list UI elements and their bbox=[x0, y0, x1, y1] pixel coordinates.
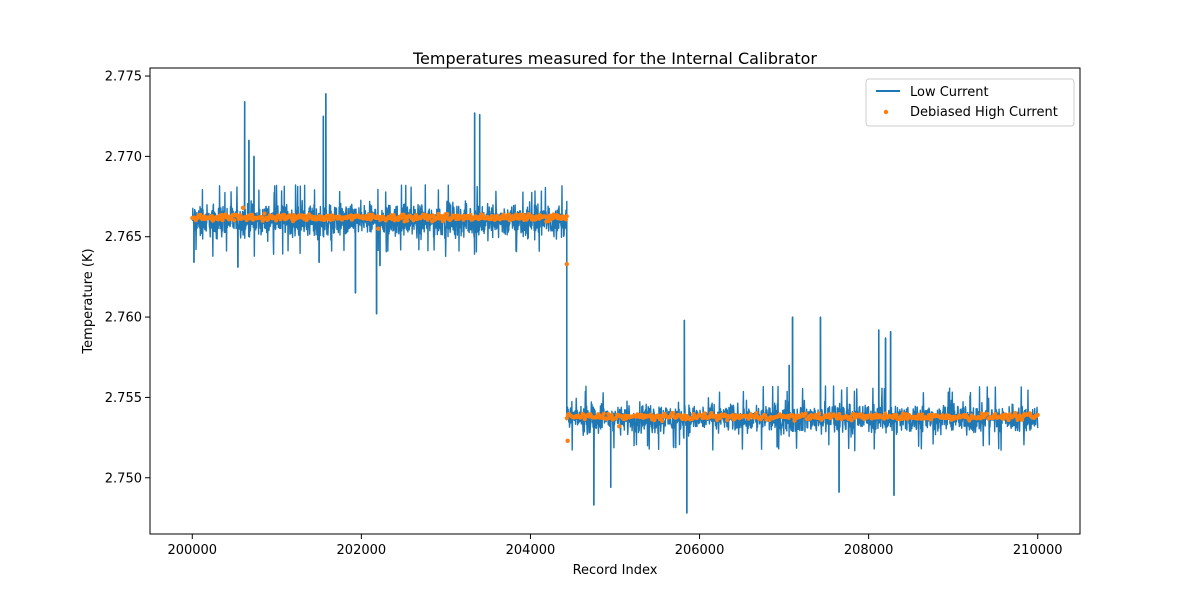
high-current-point bbox=[232, 218, 237, 223]
x-tick-label: 204000 bbox=[506, 543, 556, 558]
x-tick-label: 200000 bbox=[167, 543, 217, 558]
high-current-point bbox=[1019, 417, 1025, 422]
high-current-point bbox=[660, 418, 665, 424]
y-axis-label: Temperature (K) bbox=[81, 248, 96, 354]
high-current-point bbox=[249, 212, 255, 217]
high-current-outlier bbox=[376, 226, 381, 231]
high-current-point bbox=[671, 411, 676, 416]
y-tick-label: 2.760 bbox=[105, 311, 142, 326]
high-current-point bbox=[1004, 413, 1009, 418]
high-current-point bbox=[609, 412, 614, 418]
high-current-point bbox=[601, 411, 606, 416]
x-axis-label: Record Index bbox=[573, 563, 658, 578]
y-axis: 2.750 2.755 2.760 2.765 2.770 2.775 bbox=[105, 70, 150, 486]
high-current-point bbox=[849, 418, 854, 423]
high-current-point bbox=[985, 411, 990, 416]
high-current-point bbox=[1035, 412, 1040, 418]
y-tick-label: 2.755 bbox=[105, 391, 142, 406]
high-current-outlier bbox=[240, 205, 246, 210]
high-current-point bbox=[920, 412, 925, 417]
high-current-point bbox=[803, 411, 808, 416]
high-current-point bbox=[414, 213, 419, 218]
high-current-point bbox=[564, 416, 569, 421]
high-current-point bbox=[436, 211, 441, 217]
high-current-point bbox=[816, 411, 822, 416]
high-current-point bbox=[1013, 410, 1018, 416]
high-current-point bbox=[564, 214, 569, 219]
y-tick-label: 2.770 bbox=[105, 150, 142, 165]
y-tick-label: 2.775 bbox=[105, 70, 142, 85]
x-axis: 200000 202000 204000 206000 208000 210000 bbox=[167, 534, 1063, 558]
legend-high-current-marker bbox=[883, 109, 889, 115]
high-current-outlier bbox=[617, 424, 622, 429]
y-tick-label: 2.750 bbox=[105, 471, 142, 486]
axes-frame bbox=[149, 67, 1081, 535]
high-current-point bbox=[445, 212, 450, 217]
legend-low-current-label: Low Current bbox=[910, 85, 989, 100]
y-tick-label: 2.765 bbox=[105, 230, 142, 245]
high-current-point bbox=[894, 412, 899, 418]
legend-box bbox=[865, 78, 1075, 127]
x-tick-label: 210000 bbox=[1013, 543, 1063, 558]
high-current-point bbox=[725, 417, 730, 423]
high-current-point bbox=[652, 418, 657, 423]
high-current-point bbox=[929, 417, 934, 422]
high-current-point bbox=[730, 413, 735, 418]
high-current-outlier bbox=[564, 261, 570, 267]
legend-high-current-label: Debiased High Current bbox=[910, 105, 1058, 120]
high-current-point bbox=[391, 213, 396, 218]
x-tick-label: 202000 bbox=[337, 543, 387, 558]
high-current-point bbox=[690, 416, 695, 421]
plot-area bbox=[190, 93, 1040, 514]
high-current-point bbox=[754, 411, 759, 416]
high-current-point bbox=[993, 411, 998, 417]
legend: Low Current Debiased High Current bbox=[865, 78, 1075, 127]
high-current-outlier bbox=[565, 438, 570, 443]
x-tick-label: 206000 bbox=[675, 543, 725, 558]
chart-title: Temperatures measured for the Internal C… bbox=[412, 49, 817, 68]
high-current-point bbox=[405, 218, 410, 223]
high-current-outlier bbox=[702, 411, 707, 416]
high-current-point bbox=[220, 218, 225, 223]
high-current-point bbox=[827, 412, 832, 417]
high-current-point bbox=[506, 212, 511, 217]
x-tick-label: 208000 bbox=[844, 543, 894, 558]
high-current-point bbox=[468, 212, 473, 218]
high-current-point bbox=[262, 211, 267, 216]
series-high-current-points bbox=[190, 205, 1040, 443]
high-current-point bbox=[1006, 417, 1011, 423]
high-current-point bbox=[709, 410, 714, 416]
high-current-point bbox=[478, 216, 483, 221]
